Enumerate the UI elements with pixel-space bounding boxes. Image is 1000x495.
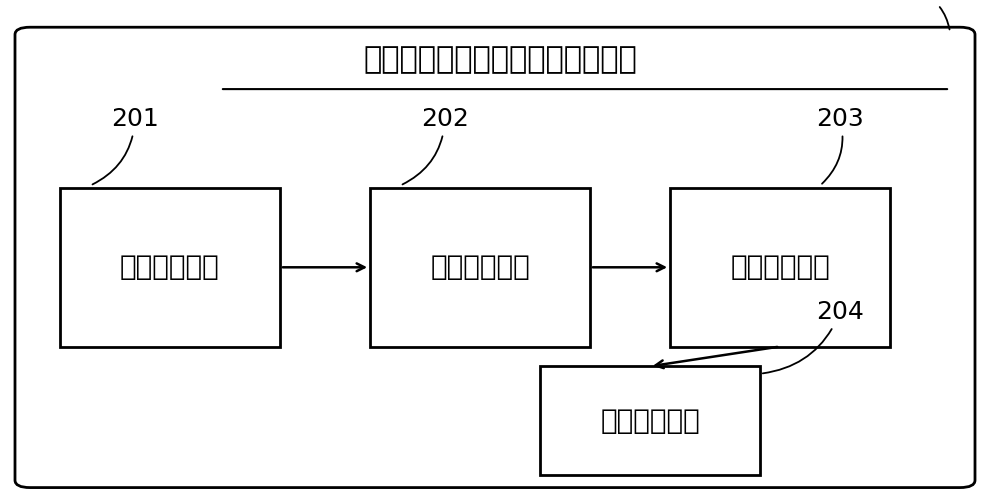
FancyBboxPatch shape [60, 188, 280, 346]
Text: 200: 200 [891, 0, 950, 29]
Text: 203: 203 [816, 107, 864, 184]
Text: 第一计算单元: 第一计算单元 [430, 253, 530, 281]
Text: 参数设置单元: 参数设置单元 [600, 407, 700, 435]
FancyBboxPatch shape [15, 27, 975, 488]
Text: 脑电神经反馈训练的参数设置装置: 脑电神经反馈训练的参数设置装置 [363, 45, 637, 74]
Text: 202: 202 [403, 107, 469, 185]
Text: 201: 201 [93, 107, 159, 185]
FancyBboxPatch shape [370, 188, 590, 346]
Text: 第一获取单元: 第一获取单元 [120, 253, 220, 281]
Text: 第二计算单元: 第二计算单元 [730, 253, 830, 281]
FancyBboxPatch shape [670, 188, 890, 346]
FancyBboxPatch shape [540, 366, 760, 475]
Text: 204: 204 [763, 300, 864, 373]
